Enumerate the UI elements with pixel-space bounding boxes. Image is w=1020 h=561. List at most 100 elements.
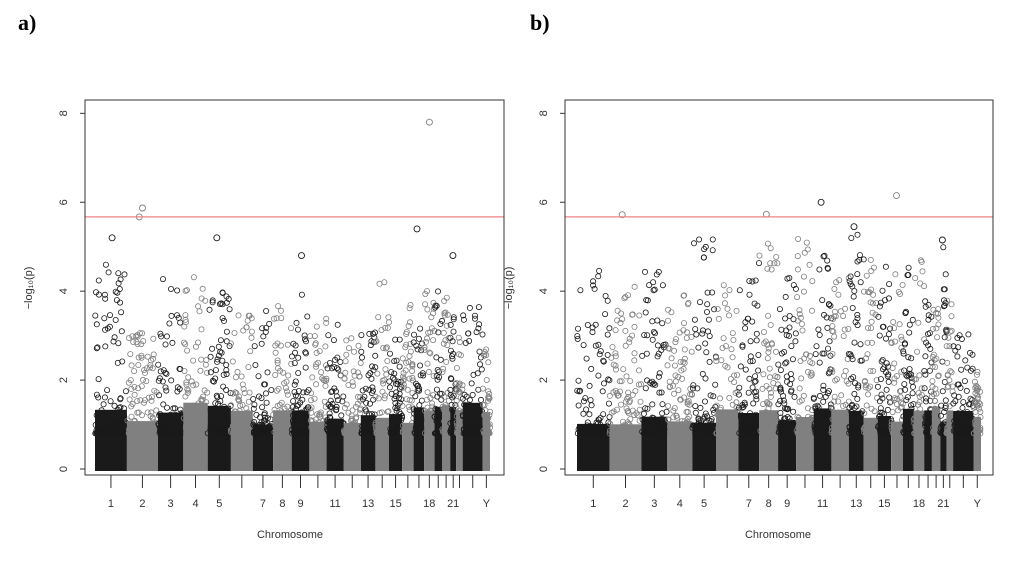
snp-point	[315, 429, 322, 436]
snp-point	[318, 369, 325, 376]
snp-point	[677, 358, 684, 365]
snp-point	[631, 430, 638, 437]
snp-point	[787, 370, 794, 377]
snp-point	[944, 372, 951, 379]
snp-point	[214, 356, 221, 363]
snp-point	[204, 430, 211, 437]
snp-point	[334, 397, 341, 404]
snp-point	[764, 399, 771, 406]
snp-point	[861, 424, 868, 431]
snp-point	[134, 397, 141, 404]
snp-point	[606, 427, 613, 434]
snp-point	[803, 430, 810, 437]
snp-point	[364, 415, 371, 422]
snp-point	[609, 343, 616, 350]
snp-point	[161, 416, 168, 423]
snp-point	[261, 414, 268, 421]
snp-point	[468, 429, 475, 436]
snp-point	[157, 410, 164, 417]
snp-point	[220, 430, 227, 437]
snp-point	[742, 366, 749, 373]
snp-point	[794, 266, 801, 273]
chromosome-17-dense-band	[902, 408, 914, 471]
snp-point	[414, 346, 421, 353]
snp-point	[906, 366, 913, 373]
snp-point	[167, 285, 174, 292]
snp-point	[223, 424, 230, 431]
snp-point	[604, 331, 611, 338]
snp-point	[393, 407, 400, 414]
snp-point	[575, 377, 582, 384]
snp-point	[841, 326, 848, 333]
snp-point	[272, 349, 279, 356]
snp-point	[616, 378, 623, 385]
snp-point	[876, 303, 883, 310]
snp-point	[840, 402, 847, 409]
snp-point	[190, 382, 197, 389]
snp-point	[901, 367, 908, 374]
snp-point	[777, 386, 784, 393]
top-hit-chr1	[108, 234, 116, 242]
snp-point	[722, 415, 729, 422]
snp-point	[825, 370, 832, 377]
snp-point	[208, 423, 215, 430]
top-hit-chr18	[425, 118, 433, 126]
snp-point	[311, 333, 318, 340]
snp-point	[861, 410, 868, 417]
snp-point	[625, 389, 632, 396]
snp-point	[930, 428, 937, 435]
panel-a-y-axis-title: −log₁₀(p)	[23, 267, 35, 310]
snp-point	[854, 258, 861, 265]
snp-point	[212, 375, 219, 382]
chromosome-Y-dense-band	[482, 412, 490, 471]
snp-point	[955, 381, 962, 388]
snp-point	[786, 312, 793, 319]
snp-point	[702, 410, 709, 417]
x-tick-label: 3	[651, 498, 657, 510]
chromosome-8-dense-band	[759, 410, 779, 471]
snp-point	[861, 377, 868, 384]
snp-point	[746, 375, 753, 382]
snp-point	[639, 428, 646, 435]
x-tick-label: 21	[447, 498, 459, 510]
snp-point	[756, 252, 763, 259]
snp-point	[598, 430, 605, 437]
snp-point	[251, 401, 258, 408]
snp-point	[441, 310, 448, 317]
snp-point	[830, 429, 837, 436]
snp-point	[778, 388, 785, 395]
snp-point	[372, 419, 379, 426]
chromosome-18-dense-band	[913, 410, 925, 471]
snp-point	[479, 331, 486, 338]
snp-point	[887, 399, 894, 406]
snp-point	[612, 362, 619, 369]
snp-point	[409, 361, 416, 368]
snp-point	[948, 313, 955, 320]
snp-point	[93, 321, 100, 328]
snp-point	[643, 350, 650, 357]
snp-point	[251, 418, 258, 425]
snp-point	[450, 314, 457, 321]
snp-point	[483, 429, 490, 436]
snp-point	[195, 303, 202, 310]
snp-point	[891, 395, 898, 402]
snp-point	[395, 394, 402, 401]
snp-point	[912, 275, 919, 282]
snp-point	[688, 348, 695, 355]
snp-point	[776, 306, 783, 313]
snp-point	[470, 429, 477, 436]
snp-point	[460, 312, 467, 319]
snp-point	[676, 429, 683, 436]
snp-point	[416, 402, 423, 409]
snp-point	[734, 371, 741, 378]
snp-point	[810, 394, 817, 401]
snp-point	[160, 401, 167, 408]
snp-point	[185, 387, 192, 394]
snp-point	[788, 388, 795, 395]
snp-point	[948, 301, 955, 308]
snp-point	[392, 424, 399, 431]
snp-point	[792, 330, 799, 337]
snp-point	[258, 430, 265, 437]
snp-point	[771, 260, 778, 267]
snp-point	[800, 288, 807, 295]
